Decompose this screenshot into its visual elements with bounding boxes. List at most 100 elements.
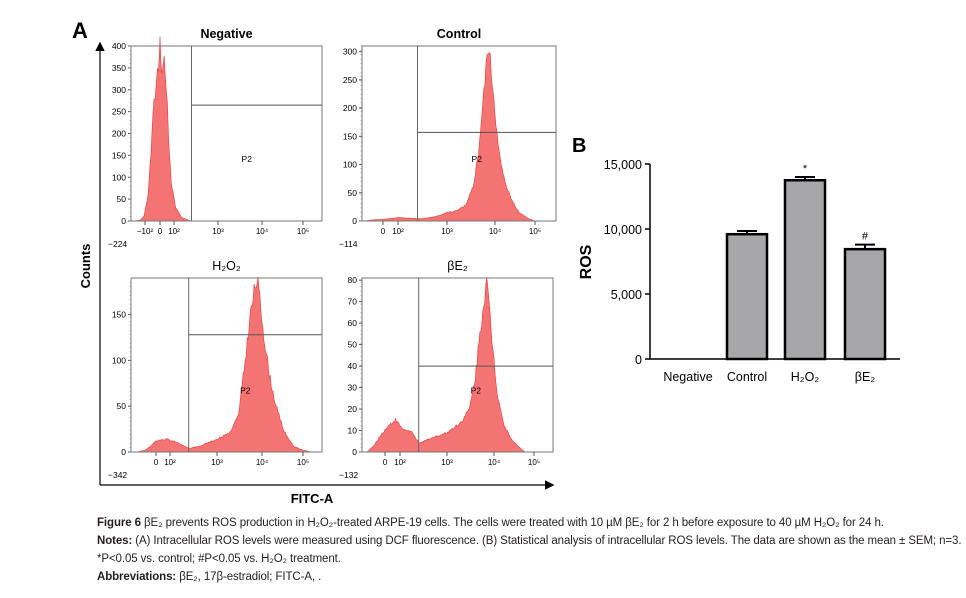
caption-notes-text: (A) Intracellular ROS levels were measur… <box>132 535 962 547</box>
x-tick-label: 10⁵ <box>528 458 540 467</box>
y-tick-label: 200 <box>343 103 357 113</box>
y-tick-label: 50 <box>117 194 127 204</box>
y-tick-label: 400 <box>112 41 126 51</box>
plot-frame <box>130 277 323 453</box>
y-tick-label: 150 <box>112 310 126 320</box>
y-tick-label: 100 <box>112 172 126 182</box>
significance-marker: * <box>803 163 808 175</box>
histogram-area <box>133 36 196 222</box>
y-tick-label: 50 <box>117 401 127 411</box>
gate-label: P2 <box>472 154 483 164</box>
x-tick-label: 10³ <box>212 227 224 236</box>
x-tick-label: 0 <box>158 227 163 236</box>
x-tick-label: 10³ <box>211 458 223 467</box>
y-tick-label: 70 <box>348 297 358 307</box>
gate-label: P2 <box>471 385 482 395</box>
panel-a-label: A <box>72 18 88 43</box>
y-tick-label: 60 <box>348 318 358 328</box>
x-tick-label: 10³ <box>441 227 453 236</box>
y-tick-label: 300 <box>112 85 126 95</box>
histogram-title: Control <box>437 27 481 41</box>
y-tick-label: 100 <box>112 355 126 365</box>
y-tick-label: 10 <box>348 426 358 436</box>
y-tick-label: 80 <box>348 275 358 285</box>
gate-label: P2 <box>240 385 251 395</box>
x-tick-label: 10⁴ <box>488 458 501 467</box>
panel-b-label: B <box>572 135 586 157</box>
x-tick-label: 0 <box>154 458 159 467</box>
caption-notes-label: Notes: <box>97 535 133 547</box>
bar-category-label: βE₂ <box>855 370 876 384</box>
x-tick-label: 10⁴ <box>256 227 269 236</box>
bar-category-label: H₂O₂ <box>791 370 820 384</box>
counts-axis-label: Counts <box>78 244 93 289</box>
x-min-label: −132 <box>339 470 358 480</box>
histogram-panel: Control P2 0 50 100 150 200 250 300 0 10² 10³ 10⁴ 10⁵… <box>339 27 557 249</box>
bar <box>843 247 887 361</box>
bar-category-label: Negative <box>663 370 712 384</box>
histogram-panel: H₂O₂ P2 0 50 100 150 0 10² 10³ 10⁴ 10⁵ −342 <box>108 259 323 480</box>
y-tick-label: 250 <box>343 75 357 85</box>
x-min-label: −224 <box>108 239 127 249</box>
bar-y-tick-label: 0 <box>635 353 642 367</box>
x-tick-label: 0 <box>383 458 388 467</box>
x-tick-label: 10⁵ <box>297 227 309 236</box>
caption-figure-text: βE₂ prevents ROS production in H₂O₂-trea… <box>140 517 884 529</box>
histogram-area <box>363 52 536 222</box>
x-tick-label: −10² <box>137 227 154 236</box>
y-tick-label: 200 <box>112 129 126 139</box>
y-tick-label: 0 <box>121 216 126 226</box>
x-tick-label: 10² <box>168 227 180 236</box>
y-tick-label: 150 <box>112 150 126 160</box>
y-tick-label: 300 <box>343 47 357 57</box>
y-tick-label: 150 <box>343 131 357 141</box>
x-tick-label: 10² <box>394 458 406 467</box>
histogram-title: Negative <box>200 27 252 41</box>
y-tick-label: 50 <box>348 188 358 198</box>
y-tick-label: 0 <box>121 447 126 457</box>
gate-label: P2 <box>242 154 253 164</box>
y-tick-label: 40 <box>348 361 358 371</box>
fitc-axis-label: FITC-A <box>291 491 334 506</box>
caption-notes-line2: *P<0.05 vs. control; #P<0.05 vs. H₂O₂ tr… <box>97 553 341 565</box>
x-tick-label: 10² <box>164 458 176 467</box>
caption-abbrev-label: Abbreviations: <box>97 571 177 583</box>
bar-y-tick-label: 10,000 <box>604 223 642 237</box>
y-tick-label: 20 <box>348 404 358 414</box>
bar <box>725 232 769 361</box>
histogram-title: H₂O₂ <box>212 259 241 273</box>
histogram-panel: βE₂ P2 0 10 20 30 40 50 60 70 80 0 10² 10³ 10⁴ 10⁵ −132 <box>339 259 554 480</box>
x-tick-label: 10⁴ <box>489 227 502 236</box>
bar-y-tick-label: 15,000 <box>604 158 642 172</box>
bar <box>783 179 827 361</box>
plot-frame <box>361 45 557 222</box>
x-min-label: −342 <box>108 470 127 480</box>
x-tick-label: 10⁴ <box>256 458 269 467</box>
y-tick-label: 0 <box>352 216 357 226</box>
ros-bar-chart: ROS 0 5,000 10,000 15,000 Negative Control * H₂O… <box>578 158 900 384</box>
y-tick-label: 100 <box>343 160 357 170</box>
caption-notes-line: Notes: (A) Intracellular ROS levels were… <box>97 535 962 547</box>
y-tick-label: 350 <box>112 63 126 73</box>
x-tick-label: 10⁵ <box>297 458 309 467</box>
caption-abbrev-text: βE₂, 17β-estradiol; FITC-A, . <box>176 571 322 583</box>
y-tick-label: 0 <box>352 447 357 457</box>
x-tick-label: 0 <box>381 227 386 236</box>
x-tick-label: 10³ <box>441 458 453 467</box>
ros-axis-label: ROS <box>578 244 595 279</box>
x-min-label: −114 <box>339 239 358 249</box>
y-tick-label: 30 <box>348 383 358 393</box>
caption-figure-label: Figure 6 <box>97 517 141 529</box>
bar-category-label: Control <box>727 370 767 384</box>
histogram-area <box>136 276 312 453</box>
histogram-title: βE₂ <box>447 259 468 273</box>
y-tick-label: 250 <box>112 107 126 117</box>
y-tick-label: 50 <box>348 340 358 350</box>
x-tick-label: 10² <box>392 227 404 236</box>
significance-marker: # <box>862 231 869 243</box>
caption-abbrev-line: Abbreviations: βE₂, 17β-estradiol; FITC-… <box>97 571 321 583</box>
caption-figure-line: Figure 6 βE₂ prevents ROS production in … <box>97 517 884 529</box>
